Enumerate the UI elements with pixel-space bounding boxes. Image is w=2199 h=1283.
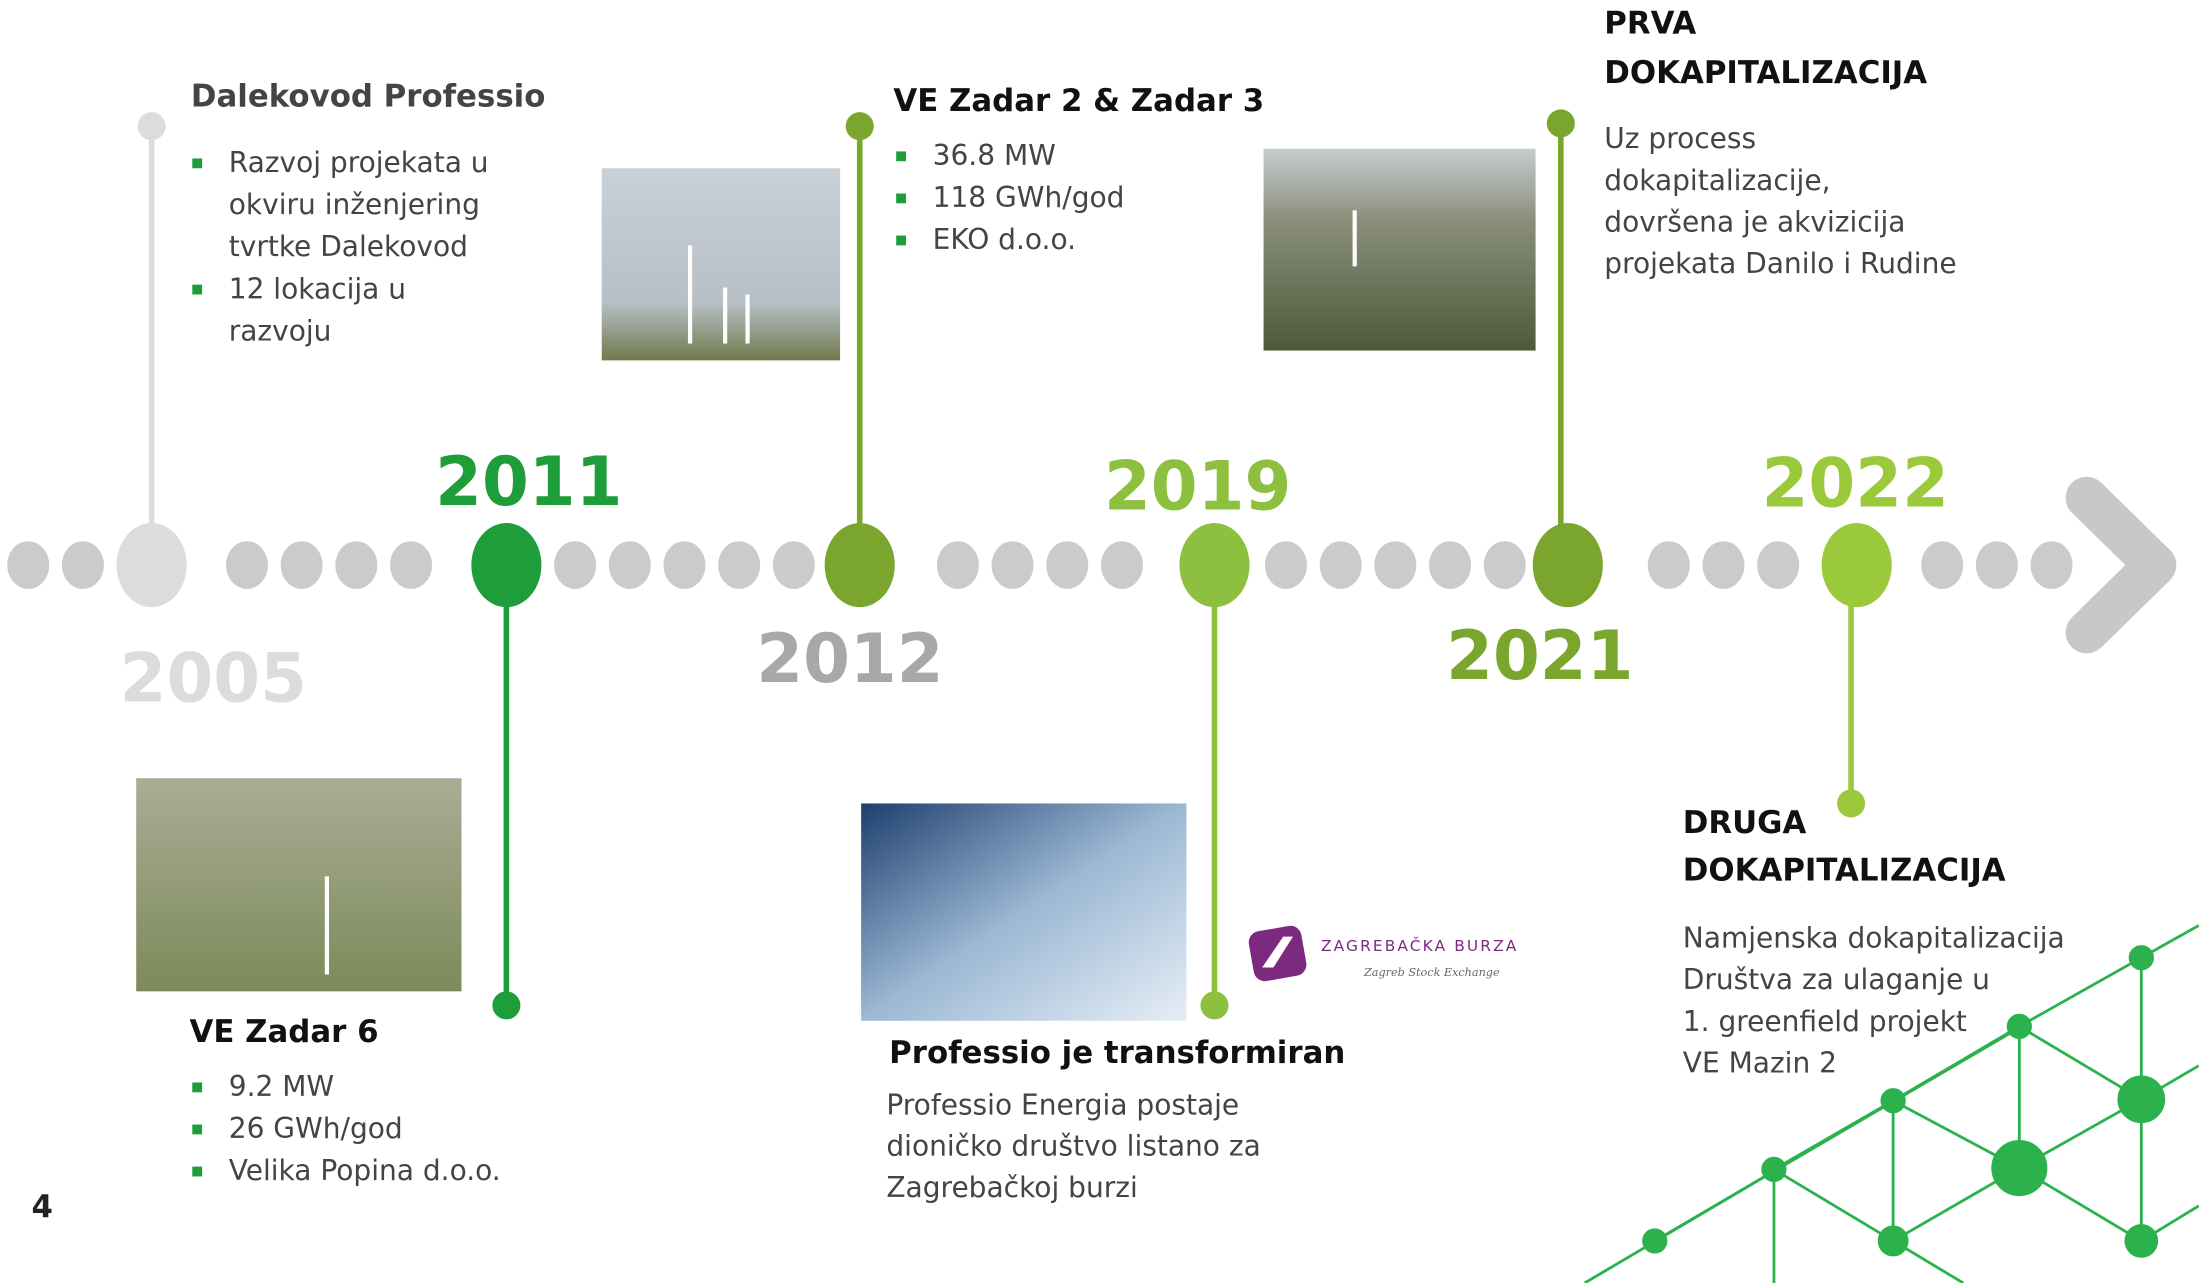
track-dot (7, 541, 49, 589)
track-dot (1921, 541, 1963, 589)
track-dot (1320, 541, 1362, 589)
track-dot (1976, 541, 2018, 589)
bullet-text: 12 lokacija u (229, 272, 406, 305)
event-title: VE Zadar 6 (189, 1014, 378, 1050)
stem-end (1547, 109, 1575, 137)
track-dot (226, 541, 268, 589)
track-dot (2031, 541, 2073, 589)
bullet-square (192, 158, 202, 168)
year-node (1179, 523, 1249, 607)
track-dot (937, 541, 979, 589)
bullet-text: Razvoj projekata u (229, 146, 489, 179)
track-dot (1702, 541, 1744, 589)
track-dot (554, 541, 596, 589)
track-dot (1648, 541, 1690, 589)
timeline-track (7, 541, 2072, 589)
bullet-square (192, 285, 202, 295)
stem-end (1200, 991, 1228, 1019)
bullet-square (192, 1167, 202, 1177)
event-title: PRVA (1604, 6, 1696, 42)
page: 2005 Dalekovod Professio Razvoj projekata … (0, 0, 2199, 1283)
photo-wind-farm (1264, 149, 1536, 351)
year-node (117, 523, 187, 607)
events: 2005 Dalekovod Professio Razvoj projekata … (117, 6, 2065, 1204)
stem-end (1837, 789, 1865, 817)
bullet-text: EKO d.o.o. (933, 223, 1076, 256)
event-title: Professio je transformiran (889, 1035, 1345, 1071)
track-dot (62, 541, 104, 589)
year-node (471, 523, 541, 607)
bullet-text: 26 GWh/god (229, 1112, 403, 1145)
track-dot (281, 541, 323, 589)
track-dot (335, 541, 377, 589)
bullet-square (896, 236, 906, 246)
bullet-text: tvrtke Dalekovod (229, 230, 468, 263)
event-text: Professio Energia postaje (886, 1088, 1239, 1121)
stem-end (492, 991, 520, 1019)
logo-name: ZAGREBAČKA BURZA (1321, 936, 1518, 955)
track-dot (1101, 541, 1143, 589)
bullet-text: Velika Popina d.o.o. (229, 1154, 501, 1187)
event-title: DRUGA (1683, 805, 1807, 841)
timeline-arrow (2087, 498, 2156, 633)
track-dot (609, 541, 651, 589)
event-text: Uz process (1604, 122, 1756, 155)
event-title: Dalekovod Professio (191, 79, 546, 115)
track-dot (992, 541, 1034, 589)
event-text: Namjenska dokapitalizacija (1683, 921, 2065, 954)
year-label: 2005 (120, 639, 307, 717)
stem-end (846, 112, 874, 140)
year-label: 2022 (1762, 445, 1949, 523)
year-node (1533, 523, 1603, 607)
track-dot (773, 541, 815, 589)
bullet-square (192, 1125, 202, 1135)
event-text: projekata Danilo i Rudine (1604, 247, 1956, 280)
stem-end (138, 112, 166, 140)
event-text: Društva za ulaganje u (1683, 963, 1990, 996)
event-text: 1. greenfield projekt (1683, 1005, 1967, 1038)
track-dot (1374, 541, 1416, 589)
track-dot (1484, 541, 1526, 589)
photo-wind-turbines (602, 168, 840, 360)
timeline-slide: 2005 Dalekovod Professio Razvoj projekata … (0, 0, 2199, 1283)
year-label: 2011 (435, 443, 622, 521)
bullet-text: 9.2 MW (229, 1070, 334, 1103)
bullet-text: 118 GWh/god (933, 181, 1125, 214)
track-dot (1429, 541, 1471, 589)
track-dot (718, 541, 760, 589)
track-dot (1265, 541, 1307, 589)
photo-business (861, 803, 1186, 1020)
event-text: dioničko društvo listano za (886, 1130, 1260, 1163)
bullet-square (896, 194, 906, 204)
year-node (825, 523, 895, 607)
track-dot (663, 541, 705, 589)
photo-turbine (136, 778, 461, 991)
track-dot (1757, 541, 1799, 589)
event-title: DOKAPITALIZACIJA (1683, 853, 2006, 889)
track-dot (390, 541, 432, 589)
bullet-square (896, 151, 906, 161)
logo-icon (1247, 924, 1308, 983)
bullet-text: 36.8 MW (933, 139, 1056, 172)
track-dot (1046, 541, 1088, 589)
year-node (1822, 523, 1892, 607)
event-text: dokapitalizacije, (1604, 164, 1830, 197)
logo-subtitle: Zagreb Stock Exchange (1363, 966, 1500, 979)
event-text: Zagrebačkoj burzi (886, 1171, 1137, 1204)
year-label: 2021 (1446, 617, 1633, 695)
event-title: DOKAPITALIZACIJA (1604, 55, 1927, 91)
event-title: VE Zadar 2 & Zadar 3 (893, 83, 1264, 119)
event-text: VE Mazin 2 (1683, 1046, 1837, 1079)
year-label: 2012 (756, 620, 943, 698)
bullet-text: razvoju (229, 314, 332, 347)
page-number: 4 (32, 1189, 53, 1225)
bullet-text: okviru inženjering (229, 188, 480, 221)
year-label: 2019 (1104, 447, 1291, 525)
bullet-square (192, 1082, 202, 1092)
event-text: dovršena je akvizicija (1604, 206, 1905, 239)
